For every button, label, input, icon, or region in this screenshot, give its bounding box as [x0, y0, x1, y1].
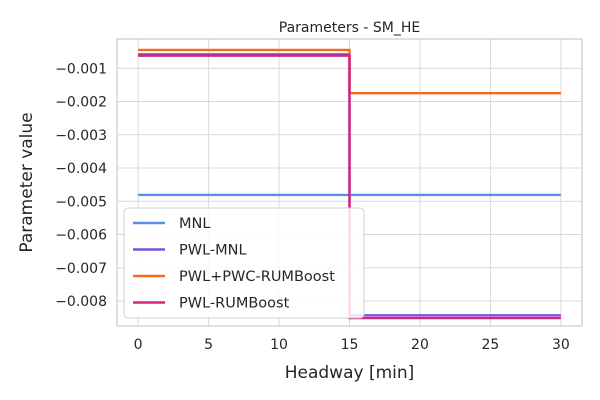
- y-axis-label: Parameter value: [17, 112, 37, 252]
- y-tick-label: −0.003: [55, 128, 107, 144]
- series-line-pwl-rumboost: [138, 54, 561, 320]
- x-tick-label: 10: [270, 337, 288, 353]
- legend-label-pwl-rumboost: PWL-RUMBoost: [179, 296, 290, 312]
- legend-label-mnl: MNL: [179, 216, 210, 232]
- legend-label-pwl-mnl: PWL-MNL: [179, 243, 247, 259]
- x-tick-label: 5: [204, 337, 213, 353]
- y-tick-label: −0.004: [55, 161, 107, 177]
- x-axis-label: Headway [min]: [285, 363, 415, 383]
- chart-title: Parameters - SM_HE: [279, 20, 420, 36]
- y-tick-label: −0.002: [55, 95, 107, 111]
- y-tick-label: −0.005: [55, 194, 107, 210]
- y-tick-label: −0.007: [55, 261, 107, 277]
- series-group: [138, 48, 561, 320]
- x-tick-label: 25: [481, 337, 499, 353]
- y-tick-labels: −0.001 −0.002 −0.003 −0.004 −0.005 −0.006 −0.0…: [55, 61, 107, 310]
- y-tick-label: −0.006: [55, 228, 107, 244]
- legend: MNL PWL-MNL PWL+PWC-RUMBoost PWL-RUMBoost: [123, 207, 365, 319]
- x-tick-labels: 0 5 10 15 20 25 30: [134, 337, 570, 353]
- x-tick-label: 15: [341, 337, 359, 353]
- y-tick-label: −0.008: [55, 294, 107, 310]
- legend-label-pwl-pwc-rumboost: PWL+PWC-RUMBoost: [179, 269, 335, 285]
- y-tick-label: −0.001: [55, 61, 107, 77]
- x-tick-label: 20: [411, 337, 429, 353]
- x-tick-label: 0: [134, 337, 143, 353]
- x-tick-label: 30: [552, 337, 570, 353]
- legend-box: [123, 207, 365, 319]
- plot-frame: [116, 38, 583, 327]
